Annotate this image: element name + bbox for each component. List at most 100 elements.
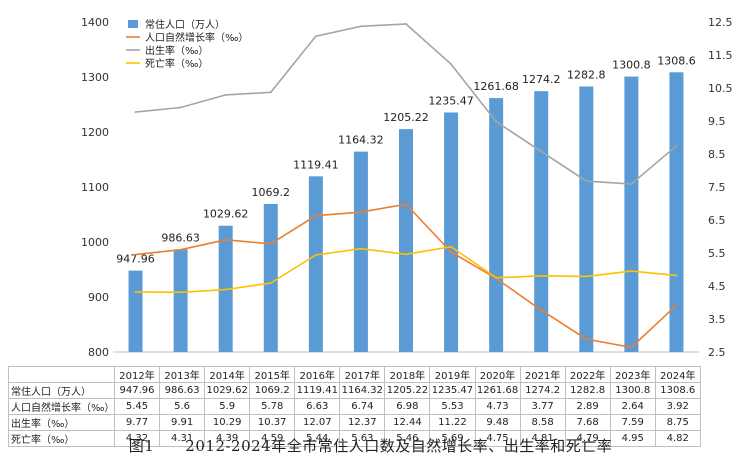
bar-2019年 xyxy=(444,112,459,352)
line-point xyxy=(224,94,227,96)
bar-2013年 xyxy=(173,249,188,352)
line-point xyxy=(134,111,137,113)
table-cell: 1119.41 xyxy=(294,382,341,399)
line-point xyxy=(224,288,227,291)
table-cell: 1205.22 xyxy=(384,382,431,399)
table-cell: 5.53 xyxy=(429,398,476,415)
table-cell: 5.46 xyxy=(384,430,431,447)
table-cell: 12.44 xyxy=(384,414,431,431)
table-cell: 3.92 xyxy=(654,398,701,415)
line-point xyxy=(585,275,588,278)
table-cell: 1069.2 xyxy=(249,382,296,399)
table-header-cell: 2023年 xyxy=(609,366,656,383)
figure-caption: 图1 2012-2024年全市常住人口数及自然增长率、出生率和死亡率 xyxy=(128,437,613,455)
line-point xyxy=(179,106,182,109)
table-cell: 12.07 xyxy=(294,414,341,431)
table-cell: 1282.8 xyxy=(564,382,611,399)
bar-2021年 xyxy=(534,91,549,352)
left-axis-tick-label: 1300 xyxy=(81,71,109,84)
table-cell: 9.77 xyxy=(113,414,161,431)
table-cell: 10.29 xyxy=(204,414,251,431)
table-cell: 12.37 xyxy=(339,414,386,431)
bar-data-label: 1282.8 xyxy=(567,68,606,81)
line-point xyxy=(360,211,362,213)
table-header-cell: 2014年 xyxy=(204,366,251,383)
bar-2024年 xyxy=(669,72,684,353)
line-point xyxy=(360,247,362,250)
table-cell: 1164.32 xyxy=(339,382,386,399)
table-row-label: 常住人口（万人） xyxy=(8,382,115,399)
table-header-cell: 2012年 xyxy=(113,366,161,383)
line-point xyxy=(675,274,678,277)
line-point xyxy=(269,282,272,284)
table-cell: 8.58 xyxy=(519,414,566,431)
line-point xyxy=(405,23,407,25)
table-row: 出生率（‰） 9.77 9.91 10.29 10.37 12.07 12.37 12.44 1… xyxy=(8,414,701,431)
right-axis-tick-label: 9.5 xyxy=(708,115,726,128)
legend-label: 常住人口（万人） xyxy=(145,18,225,31)
line-point xyxy=(675,144,678,147)
table-cell: 986.63 xyxy=(159,382,206,399)
left-axis-tick-label: 1200 xyxy=(81,126,109,139)
bar-2023年 xyxy=(624,76,639,352)
line-point xyxy=(585,338,588,341)
bar-data-label: 1205.22 xyxy=(383,111,429,124)
table-row-label: 人口自然增长率（‰） xyxy=(8,398,115,415)
line-point xyxy=(179,291,182,294)
right-axis-tick-label: 10.5 xyxy=(708,82,733,95)
line-point xyxy=(495,276,498,279)
right-axis-tick-label: 5.5 xyxy=(708,247,726,260)
line-point xyxy=(540,309,543,311)
line-point xyxy=(134,253,137,256)
right-axis-tick-label: 4.5 xyxy=(708,280,726,293)
line-point xyxy=(675,304,678,307)
line-point xyxy=(179,248,182,251)
table-header-cell: 2015年 xyxy=(249,366,296,383)
legend-label: 人口自然增长率（‰） xyxy=(145,31,248,44)
bar-data-label: 1029.62 xyxy=(203,208,249,221)
table-header-cell: 2020年 xyxy=(474,366,521,383)
line-point xyxy=(134,291,137,293)
table-row: 常住人口（万人） 947.96 986.63 1029.62 1069.2 1119.41… xyxy=(8,382,701,399)
table-row-label: 死亡率（‰） xyxy=(8,430,115,447)
line-point xyxy=(224,238,227,241)
table-cell: 1308.6 xyxy=(654,382,701,399)
line-point xyxy=(405,203,407,206)
bar-2018年 xyxy=(399,129,413,352)
line-point xyxy=(630,346,633,349)
table-header-cell: 2021年 xyxy=(519,366,566,383)
table-header-cell: 2013年 xyxy=(159,366,206,383)
table-cell: 3.77 xyxy=(519,398,566,415)
bar-data-label: 1119.41 xyxy=(293,158,339,171)
table-cell: 4.82 xyxy=(654,430,701,447)
table-cell: 4.73 xyxy=(474,398,521,415)
bar-2017年 xyxy=(353,151,368,352)
bar-data-label: 1164.32 xyxy=(338,134,384,147)
table-cell: 947.96 xyxy=(113,382,161,399)
table-cell: 6.74 xyxy=(339,398,386,415)
legend-label: 死亡率（‰） xyxy=(145,57,208,70)
bar-2015年 xyxy=(263,203,278,352)
bar-data-label: 1300.8 xyxy=(612,59,651,72)
left-axis-tick-label: 900 xyxy=(88,291,109,304)
table-cell: 10.37 xyxy=(249,414,296,431)
table-cell: 2.89 xyxy=(564,398,611,415)
line-point xyxy=(450,63,452,66)
table-cell: 2.64 xyxy=(609,398,656,415)
line-point xyxy=(495,120,498,123)
line-point xyxy=(314,35,317,38)
right-axis-tick-label: 2.5 xyxy=(708,346,726,359)
right-axis-tick-label: 8.5 xyxy=(708,148,726,161)
bar-data-label: 1069.2 xyxy=(252,186,291,199)
bar-2012年 xyxy=(128,270,143,352)
line-point xyxy=(314,214,317,217)
bar-data-label: 1235.47 xyxy=(428,94,474,107)
line-point xyxy=(630,183,633,185)
bar-data-label: 947.96 xyxy=(116,253,155,266)
bar-2016年 xyxy=(308,176,323,352)
left-axis-tick-label: 1100 xyxy=(81,181,109,194)
table-cell: 1300.8 xyxy=(609,382,656,399)
table-header-cell: 2024年 xyxy=(654,366,701,383)
table-row: 人口自然增长率（‰） 5.45 5.6 5.9 5.78 6.63 6.74 6.98 5.53… xyxy=(8,398,701,415)
